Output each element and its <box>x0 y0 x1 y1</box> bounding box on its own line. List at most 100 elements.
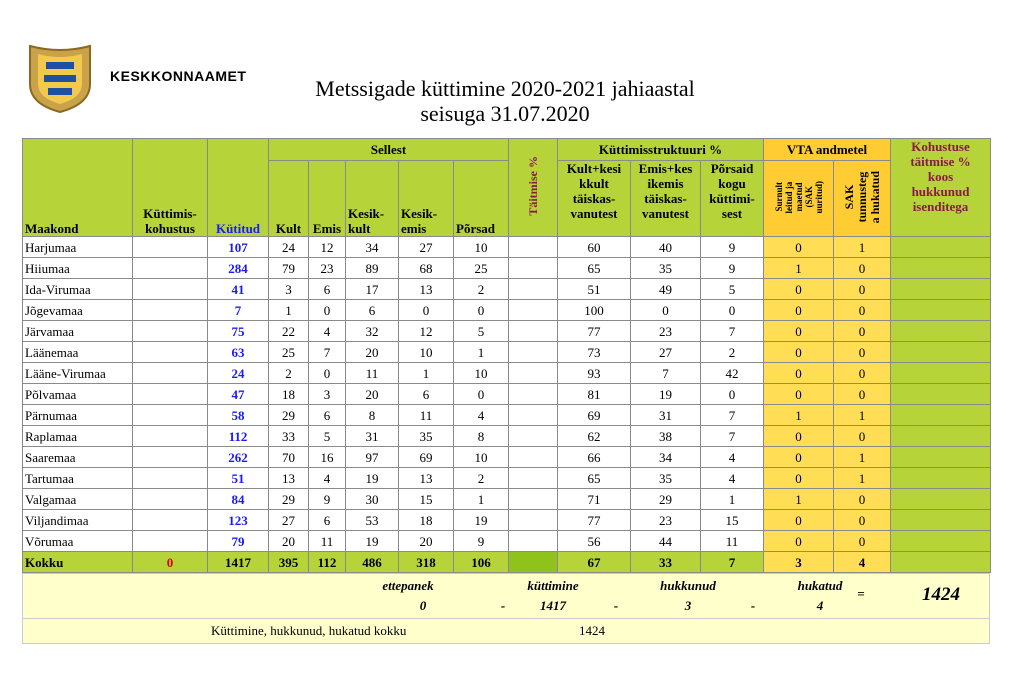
cell <box>132 530 208 552</box>
cell: 89 <box>345 257 399 279</box>
cell: 0 <box>833 509 891 531</box>
total-label: Kokku <box>22 551 133 573</box>
cell <box>890 236 991 258</box>
cell: 70 <box>268 446 309 468</box>
cell: 6 <box>345 299 399 321</box>
cell: 0 <box>763 299 834 321</box>
cell: 0 <box>700 299 764 321</box>
cell: 7 <box>700 404 764 426</box>
cell <box>132 341 208 363</box>
cell: 51 <box>557 278 631 300</box>
cell: 24 <box>268 236 309 258</box>
row: Võrumaa 79 20 11 19 20 9 56 44 11 0 0 <box>22 530 991 552</box>
cell: 1 <box>763 488 834 510</box>
cell: 12 <box>398 320 454 342</box>
cell: 65 <box>557 257 631 279</box>
cell: 19 <box>345 530 399 552</box>
cell: 7 <box>630 362 701 384</box>
cell: 49 <box>630 278 701 300</box>
total-quota: 0 <box>132 551 208 573</box>
cell: 69 <box>557 404 631 426</box>
cell <box>132 383 208 405</box>
cell: 3 <box>268 278 309 300</box>
footer-value: 1424 <box>579 623 605 638</box>
cell: 23 <box>630 509 701 531</box>
row: Pärnumaa 58 29 6 8 11 4 69 31 7 1 1 <box>22 404 991 426</box>
cell: 9 <box>700 257 764 279</box>
county: Harjumaa <box>22 236 133 258</box>
header: Kult+kesi kkult täiskas- vanutest <box>557 160 631 237</box>
cell: 6 <box>398 383 454 405</box>
county: Põlvamaa <box>22 383 133 405</box>
cell: 0 <box>763 236 834 258</box>
cell: 0 <box>833 299 891 321</box>
cell <box>890 383 991 405</box>
cell: 25 <box>453 257 509 279</box>
cell: 20 <box>398 530 454 552</box>
cell: 31 <box>630 404 701 426</box>
cell: 35 <box>630 467 701 489</box>
summary-box: ettepanek 0 küttimine 1417 hukkunud 3 hukatud 4… <box>22 573 990 619</box>
cell <box>508 362 558 384</box>
cell <box>890 257 991 279</box>
logo-text: KESKKONNAAMET <box>110 68 247 84</box>
cell: 34 <box>345 236 399 258</box>
cell: 7 <box>308 341 346 363</box>
cell: 1 <box>453 488 509 510</box>
row: Tartumaa 51 13 4 19 13 2 65 35 4 0 1 <box>22 467 991 489</box>
cell: 0 <box>453 299 509 321</box>
summary-label: hukkunud <box>660 578 716 593</box>
row: Harjumaa 107 24 12 34 27 10 60 40 9 0 1 <box>22 236 991 258</box>
total-cell: 395 <box>268 551 309 573</box>
cell <box>508 404 558 426</box>
header-text: Surnult leitud ja maetud (SAK uuritud) <box>773 180 824 214</box>
cell <box>508 425 558 447</box>
total-cell: 106 <box>453 551 509 573</box>
killed: 262 <box>207 446 269 468</box>
cell: 0 <box>763 320 834 342</box>
cell <box>890 278 991 300</box>
cell: 60 <box>557 236 631 258</box>
county: Läänemaa <box>22 341 133 363</box>
cell: 8 <box>345 404 399 426</box>
cell: 7 <box>700 320 764 342</box>
row: Hiiumaa 284 79 23 89 68 25 65 35 9 1 0 <box>22 257 991 279</box>
cell: 0 <box>700 383 764 405</box>
cell: 23 <box>308 257 346 279</box>
cell: 38 <box>630 425 701 447</box>
row: Viljandimaa 123 27 6 53 18 19 77 23 15 0 0 <box>22 509 991 531</box>
cell: 34 <box>630 446 701 468</box>
cell: 71 <box>557 488 631 510</box>
cell: 0 <box>630 299 701 321</box>
killed: 107 <box>207 236 269 258</box>
cell: 81 <box>557 383 631 405</box>
cell <box>890 425 991 447</box>
cell: 0 <box>833 383 891 405</box>
cell: 77 <box>557 509 631 531</box>
cell: 5 <box>700 278 764 300</box>
cell <box>890 446 991 468</box>
cell: 3 <box>308 383 346 405</box>
cell: 0 <box>763 383 834 405</box>
cell: 4 <box>308 320 346 342</box>
cell <box>132 299 208 321</box>
killed: 24 <box>207 362 269 384</box>
cell: 25 <box>268 341 309 363</box>
header: Maakond <box>22 138 133 237</box>
cell: 15 <box>398 488 454 510</box>
cell: 5 <box>308 425 346 447</box>
cell: 40 <box>630 236 701 258</box>
header: Kesik- emis <box>398 160 454 237</box>
cell: 100 <box>557 299 631 321</box>
cell: 1 <box>398 362 454 384</box>
total-cell: 7 <box>700 551 764 573</box>
cell: 11 <box>308 530 346 552</box>
cell <box>132 236 208 258</box>
killed: 75 <box>207 320 269 342</box>
row: Ida-Virumaa 41 3 6 17 13 2 51 49 5 0 0 <box>22 278 991 300</box>
cell: 93 <box>557 362 631 384</box>
county: Tartumaa <box>22 467 133 489</box>
cell: 69 <box>398 446 454 468</box>
row: Valgamaa 84 29 9 30 15 1 71 29 1 1 0 <box>22 488 991 510</box>
cell: 29 <box>268 404 309 426</box>
